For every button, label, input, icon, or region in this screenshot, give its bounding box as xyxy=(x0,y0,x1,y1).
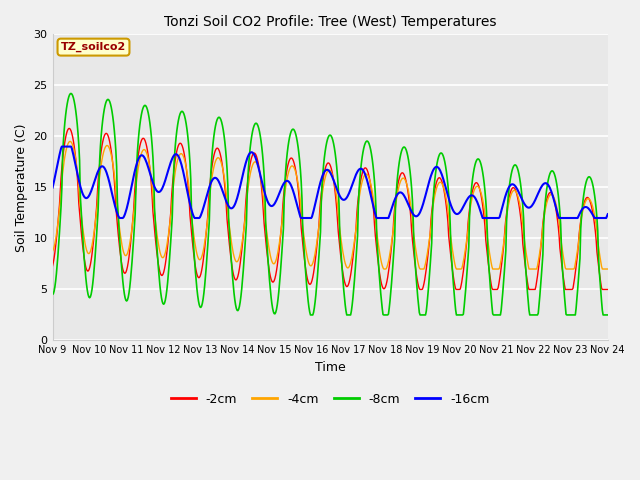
X-axis label: Time: Time xyxy=(315,361,346,374)
Y-axis label: Soil Temperature (C): Soil Temperature (C) xyxy=(15,123,28,252)
Title: Tonzi Soil CO2 Profile: Tree (West) Temperatures: Tonzi Soil CO2 Profile: Tree (West) Temp… xyxy=(164,15,497,29)
Legend: -2cm, -4cm, -8cm, -16cm: -2cm, -4cm, -8cm, -16cm xyxy=(166,388,495,411)
Text: TZ_soilco2: TZ_soilco2 xyxy=(61,42,126,52)
